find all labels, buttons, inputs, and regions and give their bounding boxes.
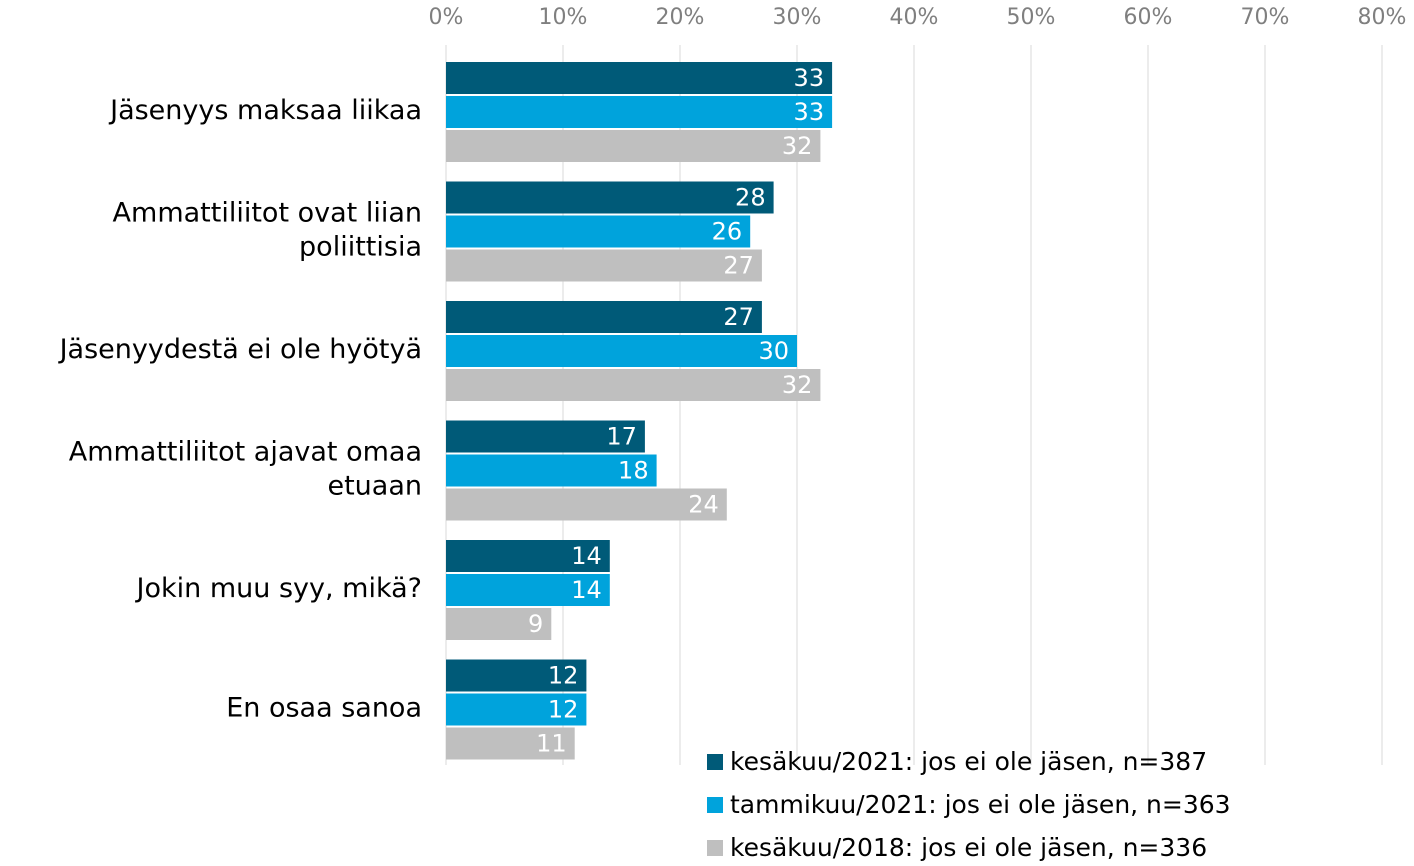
data-label: 12: [548, 662, 579, 690]
data-label: 32: [782, 132, 813, 160]
legend-label: kesäkuu/2021: jos ei ole jäsen, n=387: [730, 747, 1207, 776]
data-label: 28: [735, 184, 766, 212]
bar: [446, 181, 774, 214]
legend-swatch: [707, 840, 723, 856]
data-label: 27: [723, 303, 754, 331]
bar: [446, 488, 727, 521]
legend-swatch: [707, 797, 723, 813]
bar: [446, 608, 552, 640]
x-tick-label: 0%: [429, 5, 464, 30]
category-label: En osaa sanoa: [226, 692, 422, 723]
data-label: 14: [571, 542, 602, 570]
bar: [446, 130, 821, 162]
data-label: 14: [571, 576, 602, 604]
bar: [446, 454, 657, 487]
data-label: 26: [712, 218, 743, 246]
x-tick-label: 50%: [1007, 5, 1056, 30]
bar: [446, 727, 575, 760]
bar: [446, 335, 797, 367]
legend-label: tammikuu/2021: jos ei ole jäsen, n=363: [730, 790, 1231, 819]
category-label: Ammattiliitot ajavat omaa etuaan: [69, 436, 422, 501]
x-tick-label: 30%: [773, 5, 822, 30]
x-tick-label: 20%: [656, 5, 705, 30]
bar: [446, 693, 587, 726]
bar: [446, 62, 833, 94]
x-tick-label: 10%: [539, 5, 588, 30]
legend-swatch: [707, 754, 723, 770]
category-label: Jokin muu syy, mikä?: [135, 573, 422, 604]
legend-label: kesäkuu/2018: jos ei ole jäsen, n=336: [730, 833, 1207, 862]
bar: [446, 96, 833, 128]
category-label: Ammattiliitot ovat liian poliittisia: [113, 197, 422, 262]
bar: [446, 301, 762, 333]
bar: [446, 369, 821, 401]
bar: [446, 659, 587, 692]
data-label: 18: [618, 457, 649, 485]
data-label: 30: [758, 337, 789, 365]
category-label: Jäsenyys maksaa liikaa: [108, 95, 422, 126]
data-label: 9: [528, 610, 543, 638]
data-label: 17: [606, 423, 637, 451]
bar: [446, 215, 751, 248]
data-label: 33: [794, 98, 825, 126]
bar: [446, 420, 645, 453]
bar: [446, 574, 610, 606]
data-label: 24: [688, 491, 719, 519]
category-label: Jäsenyydestä ei ole hyötyä: [58, 334, 422, 365]
bar: [446, 540, 610, 572]
x-tick-label: 40%: [890, 5, 939, 30]
data-label: 32: [782, 371, 813, 399]
x-tick-label: 70%: [1241, 5, 1290, 30]
bar: [446, 249, 762, 282]
data-label: 12: [548, 696, 579, 724]
data-label: 27: [723, 252, 754, 280]
data-label: 11: [536, 730, 567, 758]
x-tick-label: 80%: [1358, 5, 1407, 30]
data-label: 33: [794, 64, 825, 92]
x-tick-label: 60%: [1124, 5, 1173, 30]
